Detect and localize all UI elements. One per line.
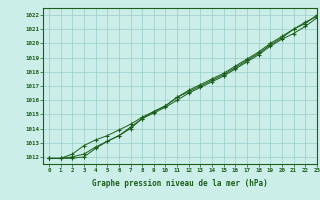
X-axis label: Graphe pression niveau de la mer (hPa): Graphe pression niveau de la mer (hPa) <box>92 179 268 188</box>
